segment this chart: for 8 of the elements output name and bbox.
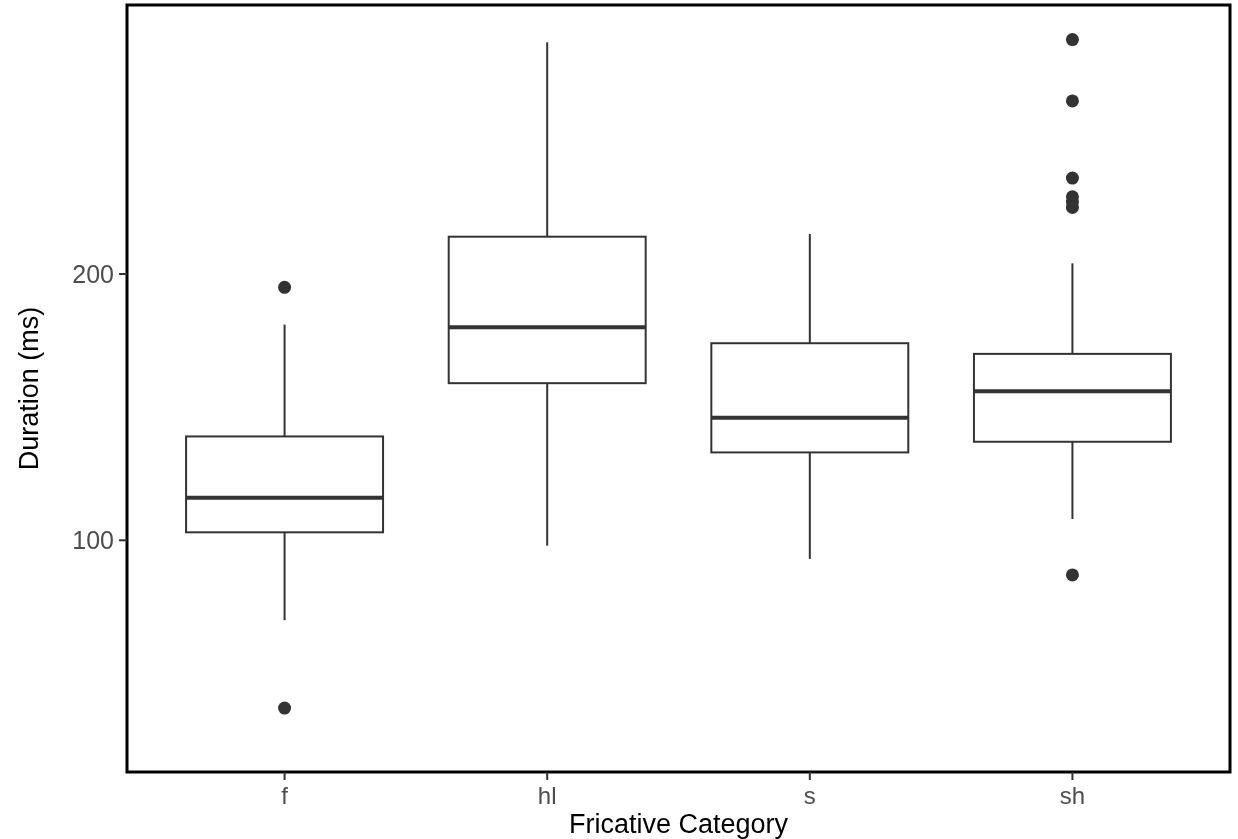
y-axis-title: Duration (ms) xyxy=(14,306,44,471)
x-tick-label: s xyxy=(803,782,816,809)
y-tick-label: 100 xyxy=(72,526,114,555)
x-tick-label: f xyxy=(281,782,289,809)
x-tick-label: sh xyxy=(1059,782,1086,809)
y-tick-label: 200 xyxy=(72,259,114,288)
x-axis-title: Fricative Category xyxy=(568,809,789,839)
x-tick-label: hl xyxy=(537,782,557,809)
